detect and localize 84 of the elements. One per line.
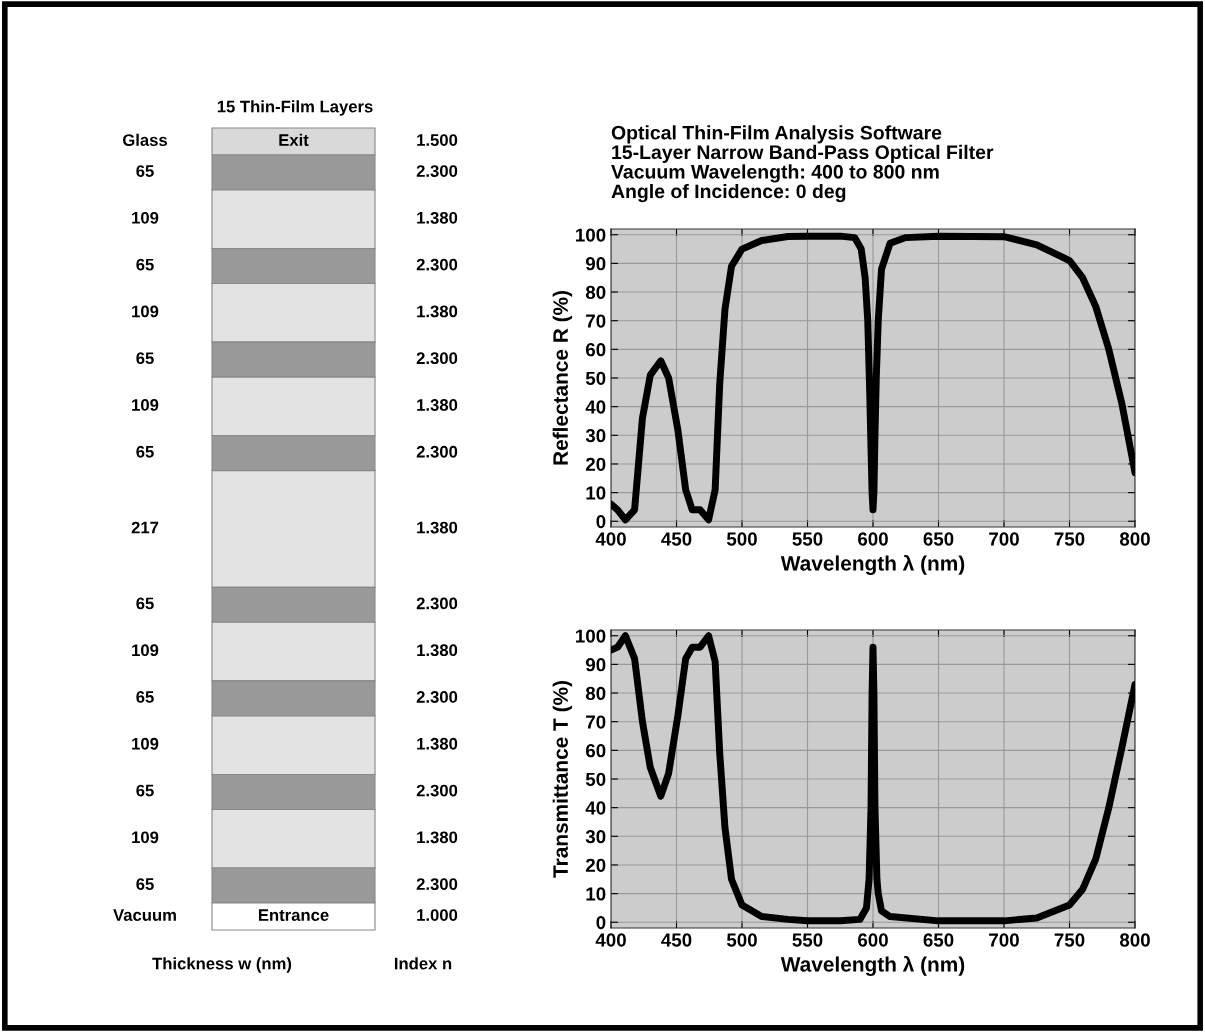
y-tick-label: 90 — [585, 257, 606, 271]
y-tick-label: 20 — [585, 457, 606, 471]
data-label: 65 — [136, 597, 154, 610]
y-axis-title: Transmittance T (%) — [552, 681, 573, 878]
category-label: 2.300 — [416, 445, 458, 458]
y-tick-label: 10 — [586, 887, 606, 901]
category-label: 1.380 — [417, 521, 458, 534]
data-label: 65 — [136, 878, 154, 890]
data-label: 109 — [132, 305, 159, 318]
x-tick-label: 400 — [595, 933, 626, 947]
y-tick-label: 90 — [585, 658, 606, 672]
x-tick-label: 600 — [858, 933, 888, 947]
text: Exit — [279, 133, 309, 146]
x-axis-title: Wavelength λ (nm) — [780, 554, 965, 575]
x-tick-label: 750 — [1054, 532, 1085, 546]
category-label: 1.380 — [417, 831, 458, 844]
category-label: 2.300 — [416, 258, 458, 271]
y-tick-label: 50 — [585, 371, 606, 385]
x-tick-label: 500 — [726, 933, 757, 947]
data-label: 65 — [136, 691, 154, 703]
category-label: Glass — [122, 133, 168, 146]
x-tick-label: 700 — [989, 532, 1019, 546]
chart-title: Optical Thin-Film Analysis Software 15-Layer Narrow Band-Pass Optical Filter Vacuum Wavelength: 400 to 800 nm Angle of Incidence: 0 deg — [611, 125, 994, 203]
category-label: 2.300 — [416, 352, 458, 365]
category-label: 1.380 — [417, 737, 458, 750]
category-label: 2.300 — [416, 597, 458, 610]
category-label: 1.500 — [417, 134, 458, 146]
x-tick-label: 650 — [923, 532, 954, 546]
y-tick-label: 100 — [576, 629, 606, 643]
y-axis-title: Reflectance R (%) — [552, 291, 573, 465]
x-tick-label: 800 — [1119, 933, 1150, 947]
category-label: Vacuum — [113, 909, 176, 921]
data-label: 109 — [132, 399, 159, 411]
x-tick-label: 400 — [595, 532, 626, 546]
category-label: 1.380 — [417, 211, 458, 224]
data-label: 109 — [132, 644, 159, 657]
category-label: 1.380 — [417, 305, 458, 318]
data-label: 109 — [132, 831, 159, 844]
data-label: 65 — [136, 352, 154, 365]
category-label: 2.300 — [416, 784, 458, 797]
x-tick-label: 800 — [1119, 532, 1150, 546]
x-tick-label: 450 — [661, 933, 692, 947]
y-tick-label: 40 — [585, 400, 606, 414]
data-label: 109 — [132, 211, 159, 224]
category-label: 1.000 — [417, 909, 458, 921]
y-tick-label: 0 — [596, 514, 606, 529]
x-tick-label: 750 — [1054, 933, 1085, 947]
y-tick-label: 60 — [585, 343, 606, 357]
y-tick-label: 0 — [596, 915, 606, 930]
y-tick-label: 80 — [585, 686, 606, 701]
text: Thickness w (nm) — [152, 957, 292, 973]
y-tick-label: 60 — [585, 744, 606, 758]
x-tick-label: 550 — [792, 532, 823, 546]
x-tick-label: 500 — [726, 532, 757, 546]
y-tick-label: 40 — [585, 801, 606, 815]
x-tick-label: 450 — [661, 532, 692, 546]
data-label: 65 — [136, 445, 154, 458]
y-tick-label: 50 — [585, 772, 606, 786]
category-label: 1.380 — [417, 644, 458, 657]
category-label: 2.300 — [416, 878, 458, 891]
y-tick-label: 30 — [585, 830, 606, 844]
text: Index n — [394, 957, 452, 970]
category-label: 2.300 — [416, 165, 458, 177]
x-tick-label: 650 — [923, 933, 954, 947]
y-tick-label: 70 — [586, 314, 606, 328]
data-label: 109 — [132, 737, 159, 750]
category-label: 2.300 — [416, 691, 458, 703]
x-tick-label: 600 — [858, 532, 888, 546]
y-tick-label: 80 — [585, 285, 606, 300]
data-label: 65 — [136, 258, 154, 271]
y-tick-label: 70 — [586, 715, 606, 729]
data-label: 65 — [136, 784, 154, 797]
y-tick-label: 30 — [585, 429, 606, 443]
x-tick-label: 550 — [792, 933, 823, 947]
data-label: 217 — [131, 521, 159, 534]
data-label: 65 — [136, 165, 154, 177]
y-tick-label: 10 — [586, 486, 606, 500]
x-tick-label: 700 — [989, 933, 1019, 947]
y-tick-label: 100 — [576, 228, 606, 242]
text: 15 Thin-Film Layers — [217, 100, 373, 116]
text: Entrance — [258, 909, 329, 921]
category-label: 1.380 — [417, 399, 458, 411]
y-tick-label: 20 — [585, 858, 606, 872]
x-axis-title: Wavelength λ (nm) — [780, 955, 965, 976]
